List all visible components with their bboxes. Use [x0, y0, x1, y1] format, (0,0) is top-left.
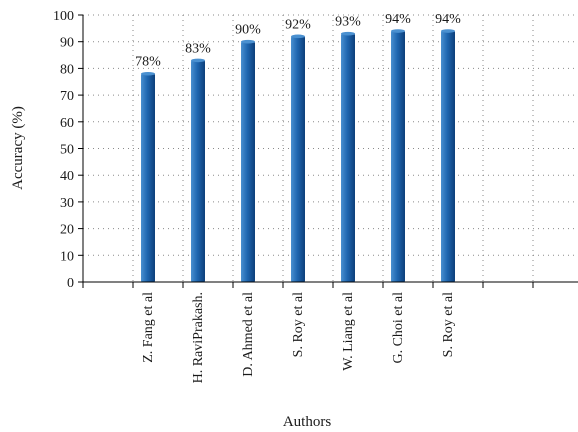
y-tick-label: 0 — [67, 276, 74, 291]
y-tick-label: 90 — [60, 36, 74, 51]
y-tick-label: 80 — [60, 62, 74, 77]
x-category-label: S. Roy et al — [291, 292, 306, 357]
bar-data-label: 92% — [285, 17, 311, 32]
bar-data-label: 78% — [135, 55, 161, 70]
x-category-label: W. Liang et al — [341, 292, 356, 371]
bar — [191, 60, 205, 282]
bar-data-label: 83% — [185, 41, 211, 56]
x-axis-title: Authors — [283, 414, 331, 430]
bar-cap — [391, 29, 405, 33]
y-tick-label: 50 — [60, 143, 74, 158]
bar-cap — [191, 59, 205, 63]
bar-cap — [441, 29, 455, 33]
bar — [141, 74, 155, 282]
y-tick-label: 30 — [60, 196, 74, 211]
bar — [341, 34, 355, 282]
y-tick-label: 40 — [60, 169, 74, 184]
y-tick-label: 70 — [60, 89, 74, 104]
bar-cap — [241, 40, 255, 44]
y-tick-label: 100 — [53, 9, 74, 24]
x-category-label: S. Roy et al — [441, 292, 456, 357]
x-category-label: D. Ahmed et al — [241, 292, 256, 377]
bar-cap — [141, 72, 155, 76]
bar-cap — [341, 32, 355, 36]
y-tick-label: 60 — [60, 116, 74, 131]
bar-data-label: 94% — [435, 12, 461, 27]
bar — [391, 31, 405, 282]
bar-data-label: 90% — [235, 23, 261, 38]
x-category-label: G. Choi et al — [391, 292, 406, 364]
bars — [141, 29, 455, 282]
bar — [291, 36, 305, 282]
y-axis-title: Accuracy (%) — [10, 106, 26, 190]
y-tick-label: 20 — [60, 223, 74, 238]
bar-data-label: 94% — [385, 12, 411, 27]
y-tick-label: 10 — [60, 249, 74, 264]
bar-cap — [291, 35, 305, 39]
bar — [241, 42, 255, 282]
x-category-label: Z. Fang et al — [141, 292, 156, 363]
bar — [441, 31, 455, 282]
x-category-label: H. RaviPrakash. — [191, 292, 206, 383]
bar-data-label: 93% — [335, 15, 361, 30]
